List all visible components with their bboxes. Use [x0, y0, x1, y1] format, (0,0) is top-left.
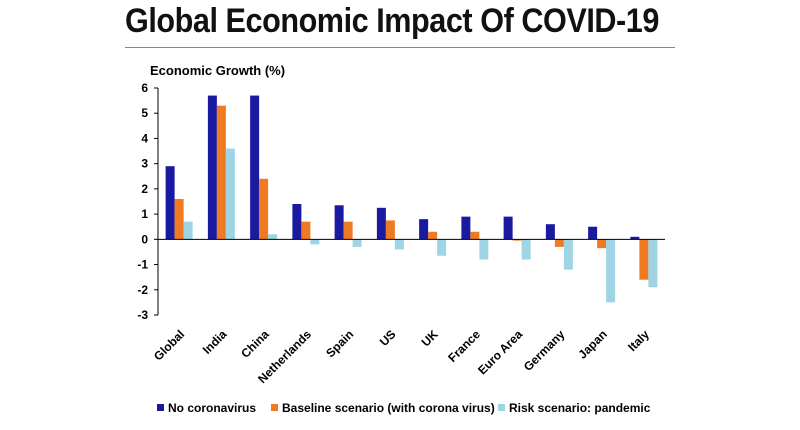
bar-china-series-3 [268, 234, 278, 240]
bar-spain-series-3 [352, 239, 362, 247]
bar-germany-series-1 [545, 224, 555, 240]
category-label: Global [151, 327, 187, 363]
bar-japan-series-1 [588, 226, 598, 240]
y-tick-label: -2 [137, 283, 148, 297]
bar-india-series-1 [207, 95, 217, 240]
bar-italy-series-1 [630, 236, 640, 240]
bar-euro-area-series-3 [521, 239, 531, 260]
category-label: Euro Area [475, 327, 525, 377]
bar-france-series-3 [479, 239, 489, 260]
y-tick-label: -1 [137, 258, 148, 272]
category-label: US [377, 327, 399, 349]
legend-swatch [271, 404, 278, 411]
bar-netherlands-series-1 [292, 204, 302, 240]
category-label: Spain [323, 327, 356, 360]
bar-germany-series-2 [554, 239, 564, 247]
bar-uk-series-3 [437, 239, 447, 256]
legend-label: Baseline scenario (with corona virus) [282, 401, 495, 415]
y-tick-label: 4 [141, 131, 148, 145]
y-tick-label: -3 [137, 308, 148, 322]
category-label: Germany [521, 327, 568, 374]
category-label: UK [419, 327, 441, 349]
bar-france-series-2 [470, 231, 480, 240]
legend-label: No coronavirus [168, 401, 256, 415]
y-tick-label: 0 [141, 232, 148, 246]
bar-euro-area-series-2 [512, 239, 522, 241]
bar-us-series-3 [394, 239, 404, 250]
y-tick-label: 5 [141, 106, 148, 120]
category-label: Japan [575, 327, 609, 361]
bar-global-series-1 [165, 166, 175, 240]
bar-japan-series-3 [606, 239, 616, 303]
bar-japan-series-2 [597, 239, 607, 249]
bar-global-series-2 [174, 198, 184, 240]
bar-us-series-2 [385, 220, 395, 240]
bar-france-series-1 [461, 216, 471, 240]
bar-india-series-3 [225, 148, 235, 240]
y-tick-label: 2 [141, 182, 148, 196]
bar-spain-series-2 [343, 221, 353, 240]
y-tick-label: 1 [141, 207, 148, 221]
bar-china-series-1 [250, 95, 260, 240]
bar-spain-series-1 [334, 205, 344, 240]
bar-netherlands-series-2 [301, 221, 311, 240]
bar-euro-area-series-1 [503, 216, 513, 240]
category-label: Italy [625, 327, 652, 354]
bar-us-series-1 [376, 207, 386, 240]
title-divider [125, 47, 675, 48]
category-label: India [200, 327, 230, 357]
bar-india-series-2 [216, 105, 226, 240]
bar-italy-series-2 [639, 239, 649, 280]
y-tick-label: 3 [141, 157, 148, 171]
bar-uk-series-2 [428, 231, 438, 240]
y-axis-label: Economic Growth (%) [150, 63, 285, 78]
bar-italy-series-3 [648, 239, 658, 288]
bar-netherlands-series-3 [310, 239, 320, 245]
chart-title: Global Economic Impact Of COVID-19 [125, 2, 659, 40]
bar-germany-series-3 [563, 239, 573, 270]
category-label: China [238, 327, 272, 361]
legend-swatch [498, 404, 505, 411]
y-tick-label: 6 [141, 81, 148, 95]
legend-label: Risk scenario: pandemic [509, 401, 651, 415]
legend-swatch [157, 404, 164, 411]
bar-global-series-3 [183, 221, 193, 240]
bar-uk-series-1 [419, 219, 429, 240]
bar-china-series-2 [259, 178, 269, 240]
category-label: France [445, 327, 483, 365]
